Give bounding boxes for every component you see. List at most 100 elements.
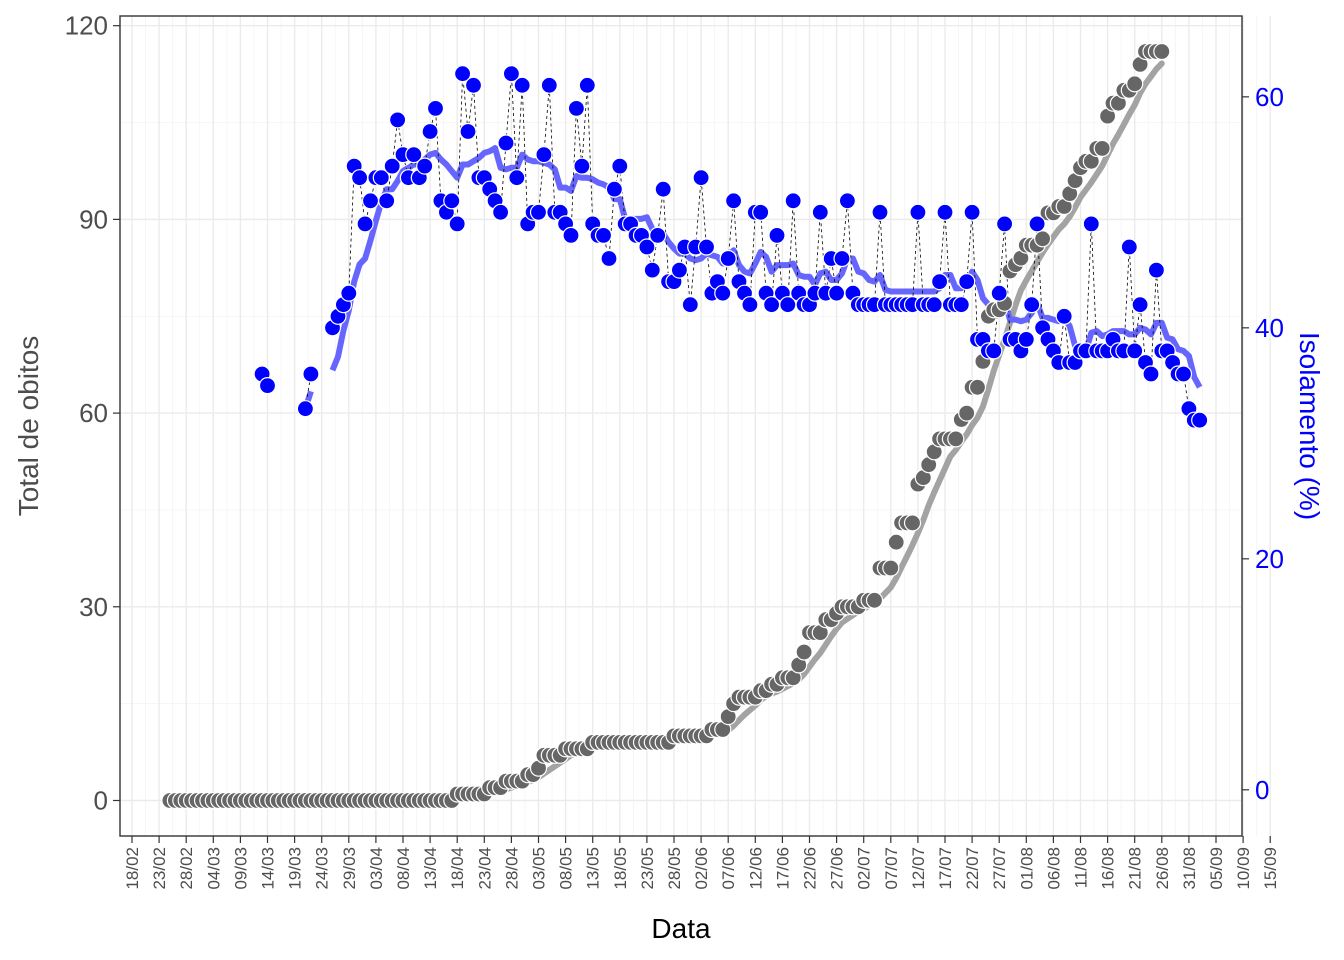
x-tick-label: 06/08 xyxy=(1044,847,1063,890)
x-tick-label: 24/03 xyxy=(313,847,332,890)
x-tick-label: 17/07 xyxy=(936,847,955,890)
y-right-tick-label: 40 xyxy=(1255,313,1284,343)
isolamento-point xyxy=(1174,365,1193,383)
axis-right: 0 20 40 60 xyxy=(1242,82,1284,805)
isolamento-point xyxy=(930,273,949,291)
x-tick-label: 07/06 xyxy=(719,847,738,890)
x-tick-label: 27/07 xyxy=(990,847,1009,890)
isolamento-point xyxy=(464,76,483,94)
x-tick-label: 09/03 xyxy=(231,847,250,890)
x-tick-label: 27/06 xyxy=(828,847,847,890)
isolamento-point xyxy=(302,365,320,383)
isolamento-trend-line xyxy=(329,145,1203,389)
y-left-tick-label: 90 xyxy=(79,204,108,234)
x-tick-label: 18/05 xyxy=(611,847,630,890)
isolamento-point xyxy=(529,203,548,221)
x-tick-label: 23/05 xyxy=(638,847,657,890)
x-tick-label: 02/07 xyxy=(855,847,874,890)
isolamento-point xyxy=(1055,307,1073,325)
isolamento-point xyxy=(1191,411,1209,429)
x-tick-label: 07/07 xyxy=(882,847,901,890)
isolamento-point xyxy=(1082,215,1100,233)
obitos-point xyxy=(968,378,987,396)
x-tick-label: 18/02 xyxy=(123,847,142,890)
x-tick-label: 18/04 xyxy=(448,847,467,890)
isolamento-point xyxy=(351,169,369,187)
x-tick-label: 02/06 xyxy=(692,847,711,890)
x-tick-label: 08/05 xyxy=(557,847,576,890)
isolamento-point xyxy=(448,215,466,233)
x-tick-label: 28/05 xyxy=(665,847,684,890)
isolamento-point xyxy=(811,203,829,221)
x-tick-label: 29/03 xyxy=(340,847,359,890)
isolamento-point xyxy=(296,400,314,418)
isolamento-point xyxy=(567,99,586,118)
plot-border xyxy=(119,15,1243,837)
isolamento-point xyxy=(1142,365,1160,383)
isolamento-point xyxy=(573,157,591,175)
isolamento-point xyxy=(985,342,1003,360)
isolamento-point xyxy=(697,238,716,256)
plot-panel xyxy=(120,16,1242,836)
isolamento-point xyxy=(443,192,461,210)
isolamento-point xyxy=(638,238,656,256)
isolamento-point xyxy=(1120,238,1138,256)
isolamento-point xyxy=(681,296,699,314)
isolamento-point xyxy=(513,76,531,94)
x-tick-label: 23/04 xyxy=(475,847,494,890)
obitos-point xyxy=(1093,139,1111,157)
isolamento-point xyxy=(741,296,759,314)
y-right-tick-label: 20 xyxy=(1255,544,1284,574)
obitos-point xyxy=(958,404,976,422)
x-axis-title: Data xyxy=(651,913,711,944)
obitos-point xyxy=(1033,230,1052,248)
isolamento-point xyxy=(497,134,515,152)
isolamento-point xyxy=(1131,296,1149,314)
isolamento-point xyxy=(654,180,672,198)
x-tick-label: 13/04 xyxy=(421,847,440,890)
isolamento-point xyxy=(719,249,737,268)
isolamento-point xyxy=(508,169,526,187)
obitos-point xyxy=(1126,75,1144,93)
isolamento-point xyxy=(361,192,380,210)
y-left-tick-label: 60 xyxy=(79,398,108,428)
axis-bottom: 18/02 23/02 28/02 04/03 09/03 14/03 19/03 24/03… xyxy=(123,836,1280,890)
isolamento-point xyxy=(502,65,520,83)
isolamento-point xyxy=(1126,342,1144,360)
isolamento-point xyxy=(372,169,390,187)
isolamento-point xyxy=(383,157,401,175)
y-left-tick-label: 120 xyxy=(65,11,108,41)
isolamento-point xyxy=(454,65,472,83)
x-tick-label: 05/09 xyxy=(1207,847,1226,890)
isolamento-point xyxy=(963,203,981,221)
x-tick-label: 21/08 xyxy=(1126,847,1145,890)
isolamento-point xyxy=(724,192,743,210)
x-tick-label: 17/06 xyxy=(773,847,792,890)
isolamento-point xyxy=(421,122,439,141)
x-tick-label: 14/03 xyxy=(259,847,278,890)
x-tick-label: 12/06 xyxy=(746,847,765,890)
axis-left: 0 30 60 90 120 xyxy=(65,11,120,815)
x-tick-label: 03/05 xyxy=(530,847,549,890)
x-tick-label: 11/08 xyxy=(1072,847,1091,888)
y-right-tick-label: 0 xyxy=(1255,775,1269,805)
x-tick-label: 31/08 xyxy=(1180,847,1199,890)
x-tick-label: 28/02 xyxy=(177,847,196,890)
obitos-point xyxy=(887,533,905,551)
x-tick-label: 08/04 xyxy=(394,847,413,890)
x-tick-label: 22/06 xyxy=(801,847,820,890)
isolamento-point xyxy=(258,377,277,395)
y-axis-left-title: Total de obitos xyxy=(13,336,44,517)
isolamento-point xyxy=(578,76,596,94)
y-right-tick-label: 60 xyxy=(1255,82,1284,112)
x-tick-label: 22/07 xyxy=(963,847,982,890)
x-tick-label: 10/09 xyxy=(1234,847,1253,890)
isolamento-point xyxy=(958,273,976,291)
isolamento-point xyxy=(990,284,1008,302)
x-tick-label: 03/04 xyxy=(367,847,386,890)
isolamento-point xyxy=(540,76,558,94)
isolamento-point xyxy=(492,203,510,221)
x-tick-label: 12/07 xyxy=(909,847,928,890)
isolamento-point xyxy=(416,157,434,175)
obitos-point xyxy=(795,643,813,661)
